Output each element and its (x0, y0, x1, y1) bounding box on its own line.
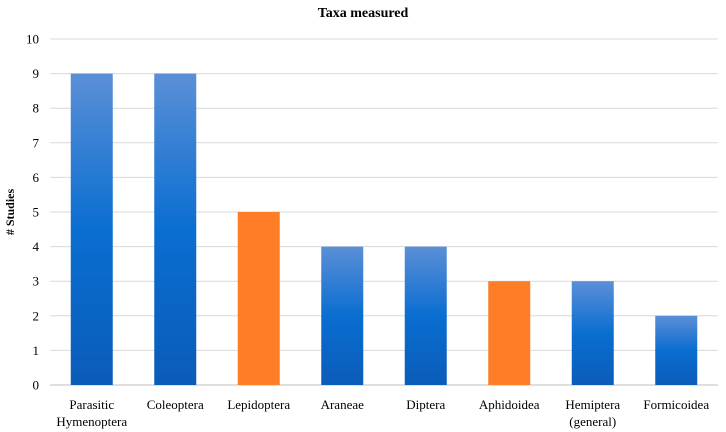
x-tick-label: Lepidoptera (227, 397, 290, 412)
x-tick-label: Hemiptera (565, 397, 620, 412)
bar (237, 212, 280, 385)
y-axis-label: # Studies (3, 189, 17, 236)
x-tick-label: Araneae (321, 397, 365, 412)
x-tick-label: Diptera (406, 397, 445, 412)
x-tick-label: Parasitic (69, 397, 114, 412)
x-tick-label: (general) (569, 414, 616, 429)
bar (154, 73, 197, 385)
bar (321, 246, 364, 385)
y-tick-label: 4 (33, 239, 40, 254)
y-tick-label: 7 (33, 135, 40, 150)
y-tick-label: 5 (33, 205, 40, 220)
bars (70, 73, 698, 385)
x-tick-label: Hymenoptera (56, 414, 127, 429)
x-tick-label: Aphidoidea (479, 397, 540, 412)
bar (655, 315, 698, 385)
gridlines (50, 38, 718, 386)
x-tick-label: Coleoptera (147, 397, 204, 412)
bar (571, 281, 614, 385)
x-tick-labels: Parasitic Hymenoptera Coleoptera Lepidopter… (56, 397, 709, 429)
y-tick-label: 10 (26, 32, 39, 47)
y-tick-label: 6 (33, 170, 40, 185)
bar (404, 246, 447, 385)
y-tick-label: 2 (33, 308, 40, 323)
y-tick-label: 1 (33, 343, 40, 358)
y-tick-label: 3 (33, 274, 40, 289)
y-tick-label: 9 (33, 66, 40, 81)
y-tick-label: 8 (33, 101, 40, 116)
bar (70, 73, 113, 385)
chart-title: Taxa measured (318, 6, 409, 21)
bar (488, 281, 531, 385)
x-tick-label: Formicoidea (643, 397, 709, 412)
y-tick-label: 0 (33, 378, 40, 393)
y-tick-labels: 0 1 2 3 4 5 6 7 8 9 10 (26, 32, 40, 393)
